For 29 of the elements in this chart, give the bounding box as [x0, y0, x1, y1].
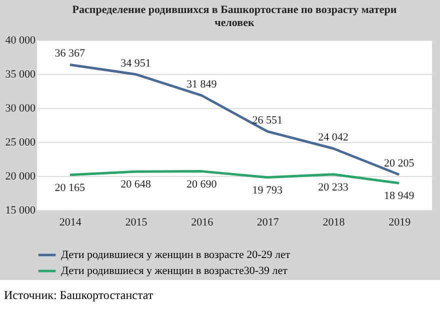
legend-label: Дети родившиеся у женщин в возрасте 20-29 лет — [61, 249, 290, 261]
y-tick-label: 15 000 — [5, 204, 36, 216]
x-tick-label: 2016 — [191, 216, 214, 228]
data-label: 20 165 — [54, 182, 86, 194]
data-label: 18 949 — [384, 190, 415, 202]
y-tick-label: 40 000 — [5, 34, 36, 46]
y-tick-label: 35 000 — [5, 68, 36, 80]
data-label: 19 793 — [252, 184, 284, 196]
y-tick-label: 20 000 — [5, 170, 36, 182]
data-label: 26 551 — [252, 114, 283, 126]
data-label: 24 042 — [318, 132, 348, 144]
x-tick-label: 2018 — [322, 216, 346, 228]
data-label: 34 951 — [120, 57, 151, 70]
data-label: 20 690 — [186, 178, 218, 190]
x-tick-label: 2015 — [125, 216, 148, 228]
text: человек — [214, 17, 254, 29]
legend-label: Дети родившиеся у женщин в возрасте30-39 лет — [61, 265, 288, 277]
data-label: 36 367 — [54, 48, 86, 60]
y-tick-label: 30 000 — [5, 102, 36, 114]
y-tick-label: 25 000 — [5, 136, 36, 148]
data-label: 20 205 — [384, 158, 415, 170]
data-label: 20 648 — [120, 178, 152, 191]
data-label: 31 849 — [186, 78, 218, 90]
data-label: 20 233 — [318, 181, 349, 194]
x-tick-label: 2017 — [256, 216, 280, 228]
x-tick-label: 2019 — [388, 216, 412, 228]
x-tick-label: 2014 — [59, 216, 82, 228]
text: Распределение родившихся в Башкортостане по возрасту матери — [72, 4, 397, 16]
text: Источник: Башкортостанстат — [4, 288, 154, 303]
